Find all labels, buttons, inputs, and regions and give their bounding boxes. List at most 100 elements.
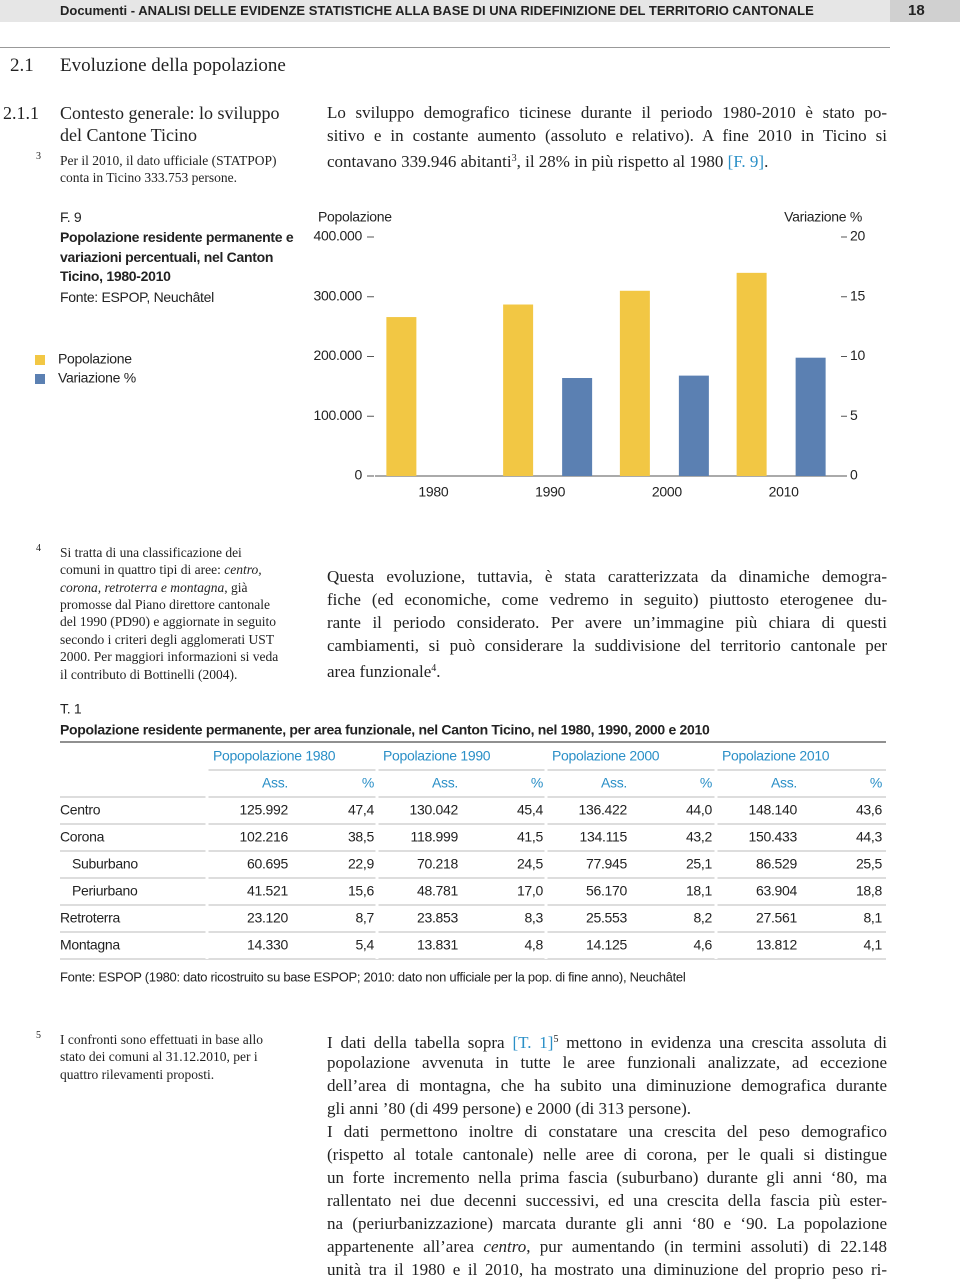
text: .	[764, 152, 769, 171]
text-line: I dati permettono inoltre di constatare …	[327, 1122, 887, 1141]
cell: 5,4	[355, 937, 374, 953]
footnote-line: Si tratta di una classificazione dei	[60, 545, 242, 560]
cell: 8,3	[524, 910, 543, 926]
cell: 48.781	[417, 883, 459, 899]
y-tick-label: 400.000	[313, 228, 362, 244]
page-box	[890, 0, 960, 22]
text: .	[436, 662, 441, 681]
row-label: Montagna	[60, 937, 120, 953]
cell: 125.992	[239, 802, 288, 818]
subsection-number: 2.1.1	[3, 103, 39, 123]
cell: 23.120	[247, 910, 289, 926]
figure-title: Popolazione residente permanente e	[60, 229, 294, 245]
figure-label: F. 9	[60, 209, 82, 225]
text-line: rallentato nei due decenni successivi, e…	[327, 1191, 887, 1210]
y2-tick-label: 0	[850, 467, 858, 483]
text-line: unità tra il 1980 e il 2010, ha mostrato…	[327, 1260, 887, 1279]
y2-tick-label: 10	[850, 347, 865, 363]
text-line: (rispetto al totale cantonale) nelle are…	[327, 1145, 887, 1164]
text: , già	[224, 580, 248, 595]
text-line: Lo sviluppo demografico ticinese durante…	[327, 103, 887, 122]
footnote-ref[interactable]: 4	[431, 663, 437, 674]
text-line: na (periurbanizzazione) marcata durante …	[327, 1214, 887, 1233]
table-title: Popolazione residente permanente, per ar…	[60, 722, 710, 738]
text: contavano 339.946 abitanti	[327, 152, 512, 171]
cell: 77.945	[586, 856, 628, 872]
legend-label: Popolazione	[58, 351, 132, 367]
y-tick-label: 200.000	[313, 347, 362, 363]
bar	[795, 357, 826, 476]
text: mettono in evidenza una crescita assolut…	[558, 1033, 887, 1052]
bar	[619, 290, 650, 476]
legend-label: Variazione %	[58, 370, 136, 386]
y-axis-title: Popolazione	[318, 209, 392, 225]
text: centro	[483, 1237, 527, 1256]
footnote-ref[interactable]: 3	[511, 153, 517, 164]
text-line: appartenente all’area centro, pur aument…	[327, 1236, 887, 1258]
text: corona, retroterra e montagna	[60, 580, 225, 595]
table-label: T. 1	[60, 701, 82, 717]
cell: 136.422	[578, 802, 627, 818]
y-tick-label: 300.000	[313, 287, 362, 303]
legend-swatch	[35, 355, 45, 365]
footnote-line: corona, retroterra e montagna, già	[60, 579, 248, 596]
subsection-line: del Cantone Ticino	[60, 125, 198, 145]
bar	[386, 317, 417, 476]
legend-swatch	[35, 374, 45, 384]
footnote-line: del 1990 (PD90) e aggiornate in seguito	[60, 614, 276, 629]
cell: 70.218	[417, 856, 459, 872]
text-line: gli anni ’80 (di 499 persone) e 2000 (di…	[327, 1099, 691, 1118]
cell: 24,5	[517, 856, 544, 872]
y2-tick-label: 5	[850, 407, 858, 423]
section-title: Evoluzione della popolazione	[60, 55, 286, 76]
text-line: cambiamenti, si può considerare la suddi…	[327, 636, 887, 655]
y-tick-label: 0	[355, 467, 363, 483]
cell: 38,5	[348, 829, 375, 845]
cell: 47,4	[348, 802, 375, 818]
header-bar	[0, 0, 890, 22]
subsection-line: Contesto generale: lo sviluppo	[60, 103, 280, 123]
text-line: fiche (ed economiche, come vedremo in se…	[327, 590, 887, 609]
text-line: un forte incremento nella prima fascia (…	[327, 1168, 887, 1187]
cell: 25,1	[686, 856, 713, 872]
text-line: rante il periodo considerato. Per avere …	[327, 613, 887, 632]
text: comuni in quattro tipi di aree:	[60, 562, 225, 577]
footnote-line: I confronti sono effettuati in base allo	[60, 1032, 263, 1047]
cell: 44,0	[686, 802, 713, 818]
cell: 13.831	[417, 937, 459, 953]
footnote-line: 2000. Per maggiori informazioni si veda	[60, 649, 279, 664]
footnote-line: secondo i criteri degli agglomerati UST	[60, 632, 275, 647]
cell: 60.695	[247, 856, 289, 872]
column-group: Popolazione 2010	[722, 748, 830, 764]
cell: 63.904	[756, 883, 798, 899]
cell: 27.561	[756, 910, 798, 926]
bar	[736, 272, 767, 476]
column-header: %	[700, 775, 712, 791]
text-line: area funzionale4.	[327, 658, 441, 683]
footnote-ref[interactable]: 5	[553, 1034, 559, 1045]
cell: 148.140	[748, 802, 797, 818]
table-link[interactable]: [T. 1]	[512, 1033, 554, 1052]
footnote-mark: 4	[36, 543, 41, 554]
cell: 14.125	[586, 937, 628, 953]
cell: 43,2	[686, 829, 713, 845]
text: , pur aumentando (in termini assoluti) d…	[526, 1237, 887, 1256]
section-number: 2.1	[10, 55, 34, 76]
y-tick-label: 100.000	[313, 407, 362, 423]
cell: 17,0	[517, 883, 544, 899]
text: I dati della tabella sopra	[327, 1033, 513, 1052]
column-header: %	[531, 775, 543, 791]
header-title: Documenti - ANALISI DELLE EVIDENZE STATI…	[60, 3, 814, 18]
page-number: 18	[908, 2, 925, 19]
text-line: Questa evoluzione, tuttavia, è stata car…	[327, 567, 887, 586]
figure-link[interactable]: [F. 9]	[727, 152, 765, 171]
table-source: Fonte: ESPOP (1980: dato ricostruito su …	[60, 969, 686, 984]
row-label: Corona	[60, 829, 105, 845]
cell: 134.115	[580, 829, 628, 845]
text: appartenente all’area	[327, 1237, 484, 1256]
column-header: Ass.	[432, 775, 458, 791]
cell: 4,8	[524, 937, 543, 953]
cell: 41.521	[247, 883, 289, 899]
bar	[503, 304, 534, 476]
